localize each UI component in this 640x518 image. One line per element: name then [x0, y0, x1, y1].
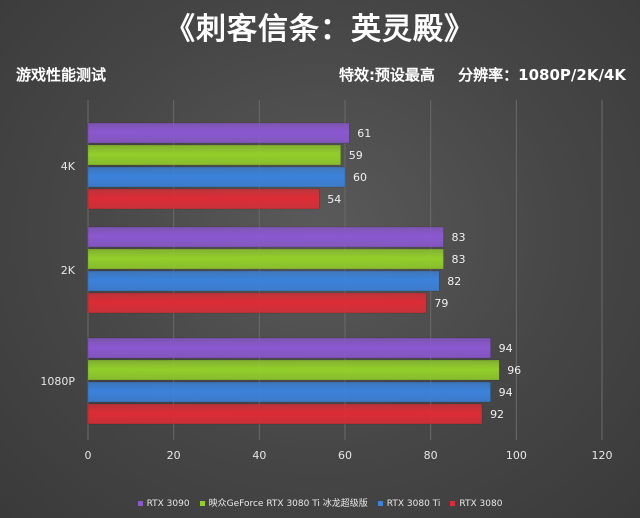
bar: [87, 381, 491, 403]
category-label: 1080P: [40, 375, 75, 388]
data-label: 82: [447, 275, 461, 288]
bar: [87, 337, 491, 359]
legend-item: RTX 3080 Ti: [377, 499, 441, 509]
data-label: 94: [499, 386, 513, 399]
legend-swatch: [377, 501, 383, 506]
legend-label: RTX 3080: [459, 499, 503, 509]
legend-swatch: [450, 501, 456, 506]
bar: [87, 359, 500, 381]
data-label: 59: [349, 149, 363, 162]
legend-item: RTX 3080: [450, 499, 502, 509]
legend-swatch: [137, 501, 143, 506]
x-tick-label: 80: [424, 449, 438, 462]
x-tick-label: 20: [167, 449, 181, 462]
bar: [87, 403, 483, 425]
x-tick-label: 60: [338, 449, 352, 462]
legend-label: RTX 3080 Ti: [386, 499, 441, 509]
data-label: 83: [452, 253, 466, 266]
legend-swatch: [199, 501, 205, 506]
x-tick-label: 0: [85, 449, 92, 462]
data-label: 61: [357, 127, 371, 140]
x-tick-label: 40: [252, 449, 266, 462]
legend-item: RTX 3090: [137, 499, 190, 509]
bar: [87, 248, 444, 270]
data-label: 83: [452, 231, 466, 244]
test-subtitle: 游戏性能测试: [16, 66, 107, 84]
chart-legend: RTX 3090 映众GeForce RTX 3080 Ti 冰龙超级版 RTX 3…: [0, 496, 640, 509]
category-label: 2K: [61, 264, 76, 277]
legend-label: 映众GeForce RTX 3080 Ti 冰龙超级版: [208, 499, 368, 509]
data-label: 96: [507, 364, 521, 377]
chart-title: 《刺客信条：英灵殿》: [165, 12, 475, 47]
bar: [87, 292, 427, 314]
data-label: 79: [434, 297, 448, 310]
x-tick-label: 100: [506, 449, 527, 462]
data-label: 60: [353, 171, 367, 184]
data-label: 92: [490, 408, 504, 421]
legend-label: RTX 3090: [146, 499, 190, 509]
x-tick-label: 120: [592, 449, 613, 462]
bar: [87, 166, 346, 188]
data-label: 54: [327, 193, 341, 206]
bar: [87, 144, 341, 166]
data-label: 94: [499, 342, 513, 355]
bar: [87, 226, 444, 248]
bar: [87, 122, 350, 144]
category-label: 4K: [61, 160, 76, 173]
bar: [87, 188, 320, 210]
legend-item: 映众GeForce RTX 3080 Ti 冰龙超级版: [199, 496, 368, 509]
resolution-label: 分辨率：1080P/2K/4K: [458, 66, 626, 84]
test-settings: 特效:预设最高 分辨率：1080P/2K/4K: [321, 64, 626, 85]
settings-label: 特效:预设最高: [338, 66, 435, 84]
bar: [87, 270, 440, 292]
